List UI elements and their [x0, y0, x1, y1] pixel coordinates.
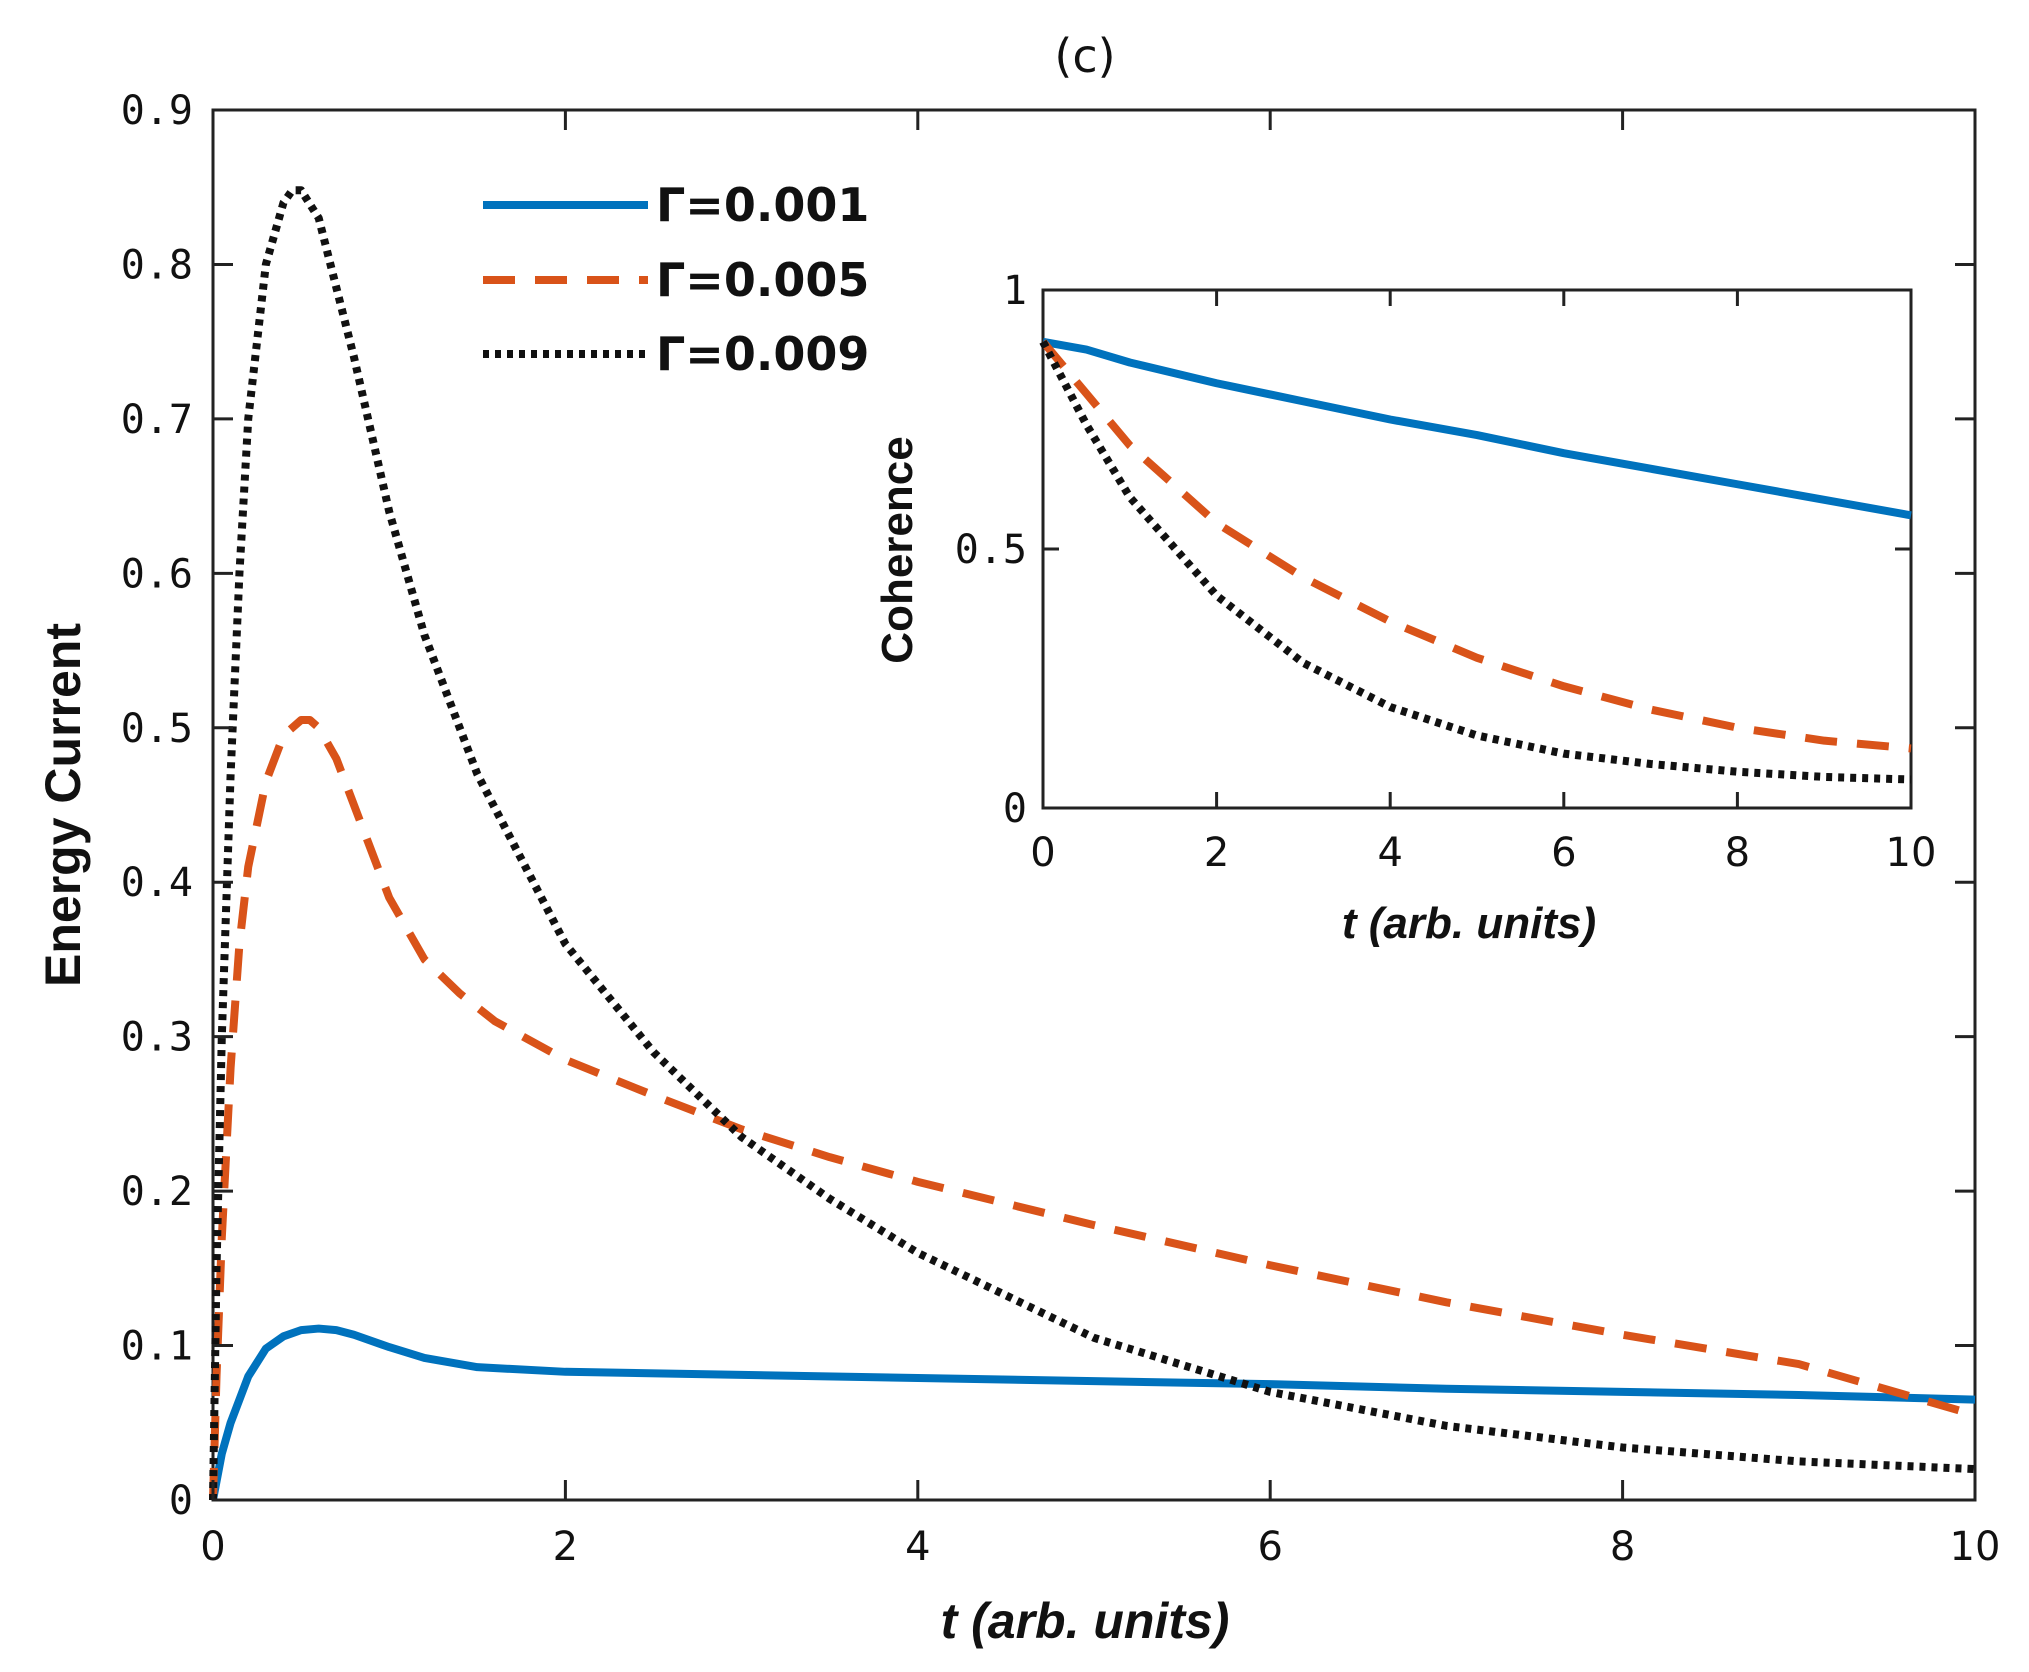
inset-y-tick-label-0: 0 — [1003, 786, 1027, 832]
inset-x-tick-label-5: 10 — [1886, 830, 1937, 876]
inset-series-group — [1039, 337, 1912, 784]
main-ticks-group — [211, 108, 1977, 1502]
legend-label-gamma-0005: Γ=0.005 — [656, 253, 869, 307]
legend: Γ=0.001 Γ=0.005 Γ=0.009 — [483, 178, 869, 381]
main-y-tick-label-5: 0.5 — [121, 706, 193, 752]
main-y-tick-label-1: 0.1 — [121, 1324, 193, 1370]
inset-x-tick-labels: 0 2 4 6 8 10 — [1030, 830, 1936, 876]
main-y-tick-label-8: 0.8 — [121, 242, 193, 288]
inset-x-tick-label-1: 2 — [1204, 830, 1229, 876]
inset-series-0-005 — [1039, 339, 1912, 753]
main-x-tick-label-1: 2 — [553, 1524, 578, 1570]
inset-x-axis-label: t (arb. units) — [1342, 899, 1596, 948]
main-y-tick-label-2: 0.2 — [121, 1169, 193, 1215]
main-y-tick-label-7: 0.7 — [121, 397, 193, 443]
main-series-group — [209, 186, 1977, 1501]
inset-y-axis-label: Coherence — [873, 436, 922, 663]
inset-x-tick-label-0: 0 — [1030, 830, 1055, 876]
inset-y-tick-label-1: 0.5 — [955, 527, 1027, 573]
legend-label-gamma-0009: Γ=0.009 — [656, 327, 869, 381]
inset-x-tick-label-2: 4 — [1377, 830, 1402, 876]
main-series-0-001 — [209, 1324, 1976, 1501]
main-y-tick-label-9: 0.9 — [121, 88, 193, 134]
inset-plot: 0 2 4 6 8 10 00.51 t (arb. units) Coherence — [873, 268, 1936, 948]
main-y-tick-label-0: 0 — [169, 1478, 193, 1524]
inset-y-tick-label-2: 1 — [1003, 268, 1027, 314]
main-x-tick-label-0: 0 — [200, 1524, 225, 1570]
main-x-tick-label-2: 4 — [905, 1524, 930, 1570]
main-x-tick-label-5: 10 — [1950, 1524, 2001, 1570]
inset-series-0-001 — [1042, 337, 1912, 520]
main-y-tick-label-6: 0.6 — [121, 551, 193, 597]
inset-y-tick-labels: 00.51 — [955, 268, 1027, 832]
main-y-tick-label-4: 0.4 — [121, 860, 193, 906]
panel-title: (c) — [1054, 29, 1115, 83]
inset-ticks-group — [1041, 288, 1913, 810]
main-x-tick-label-3: 6 — [1257, 1524, 1282, 1570]
main-y-tick-labels: 0 0.1 0.2 0.3 0.4 0.5 0.6 0.7 0.8 0.9 — [121, 88, 193, 1524]
main-y-tick-label-3: 0.3 — [121, 1015, 193, 1061]
main-x-tick-labels: 0 2 4 6 8 10 — [200, 1524, 2000, 1570]
main-series-0-009 — [209, 186, 1976, 1501]
legend-label-gamma-0001: Γ=0.001 — [656, 178, 869, 232]
main-x-tick-label-4: 8 — [1610, 1524, 1635, 1570]
main-x-axis-label: t (arb. units) — [941, 1593, 1230, 1649]
main-series-0-005 — [209, 716, 1977, 1501]
inset-x-tick-label-3: 6 — [1551, 830, 1576, 876]
main-y-axis-label: Energy Current — [35, 623, 91, 987]
inset-x-tick-label-4: 8 — [1725, 830, 1750, 876]
